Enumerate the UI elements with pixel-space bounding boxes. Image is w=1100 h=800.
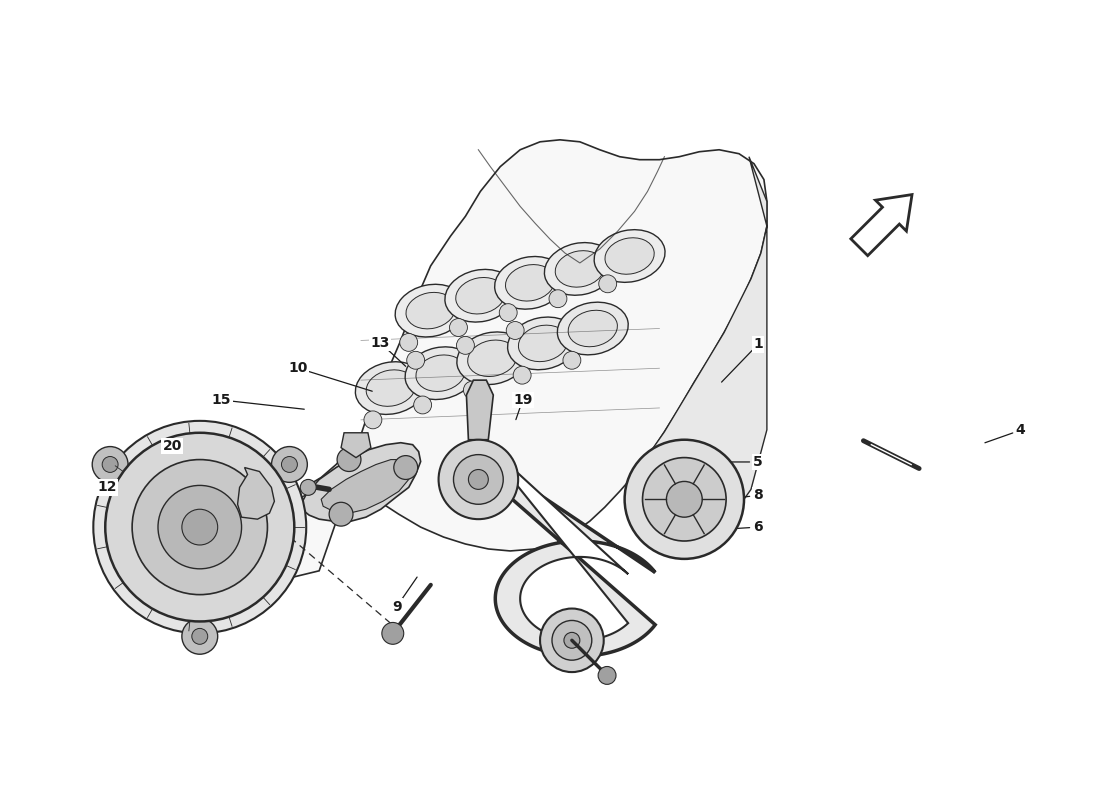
Text: 12: 12 xyxy=(97,480,117,494)
Polygon shape xyxy=(850,194,912,256)
Circle shape xyxy=(337,448,361,471)
Circle shape xyxy=(92,446,128,482)
Polygon shape xyxy=(341,433,371,458)
Circle shape xyxy=(563,351,581,370)
Circle shape xyxy=(300,479,316,495)
Text: 9: 9 xyxy=(392,599,402,614)
Polygon shape xyxy=(230,140,767,578)
Text: 6: 6 xyxy=(754,520,762,534)
Text: 13: 13 xyxy=(371,336,390,350)
Circle shape xyxy=(191,629,208,644)
Polygon shape xyxy=(466,380,493,440)
Ellipse shape xyxy=(416,355,465,391)
Circle shape xyxy=(182,618,218,654)
Text: 15: 15 xyxy=(212,393,231,407)
Circle shape xyxy=(272,446,307,482)
Text: 10: 10 xyxy=(288,362,308,375)
Circle shape xyxy=(456,337,474,354)
Circle shape xyxy=(499,304,517,322)
Circle shape xyxy=(469,470,488,490)
Ellipse shape xyxy=(556,250,605,287)
Polygon shape xyxy=(299,442,420,521)
Circle shape xyxy=(394,456,418,479)
Ellipse shape xyxy=(406,292,455,329)
Circle shape xyxy=(564,632,580,648)
Polygon shape xyxy=(238,467,274,519)
Ellipse shape xyxy=(444,270,516,322)
Polygon shape xyxy=(321,459,410,514)
Ellipse shape xyxy=(594,230,666,282)
Circle shape xyxy=(667,482,702,517)
Circle shape xyxy=(549,290,566,308)
Ellipse shape xyxy=(506,265,554,301)
Circle shape xyxy=(625,440,744,559)
Circle shape xyxy=(439,440,518,519)
Ellipse shape xyxy=(355,362,427,414)
Ellipse shape xyxy=(366,370,416,406)
Polygon shape xyxy=(488,450,628,640)
Circle shape xyxy=(598,275,617,293)
Text: 1: 1 xyxy=(754,338,762,351)
Text: 20: 20 xyxy=(163,439,183,453)
Text: 5: 5 xyxy=(754,455,762,469)
Circle shape xyxy=(407,351,425,370)
Ellipse shape xyxy=(507,317,579,370)
Circle shape xyxy=(182,510,218,545)
Circle shape xyxy=(453,454,503,504)
Ellipse shape xyxy=(468,340,517,377)
Circle shape xyxy=(540,609,604,672)
Ellipse shape xyxy=(569,310,617,346)
Circle shape xyxy=(364,411,382,429)
Ellipse shape xyxy=(495,257,565,309)
Ellipse shape xyxy=(455,278,505,314)
Text: 4: 4 xyxy=(1015,423,1025,437)
Circle shape xyxy=(598,666,616,684)
Circle shape xyxy=(329,502,353,526)
Ellipse shape xyxy=(395,284,466,337)
Circle shape xyxy=(414,396,431,414)
Text: 8: 8 xyxy=(754,488,762,502)
Ellipse shape xyxy=(558,302,628,355)
Circle shape xyxy=(450,318,468,337)
Ellipse shape xyxy=(544,242,615,295)
Ellipse shape xyxy=(518,325,568,362)
Polygon shape xyxy=(635,157,767,541)
Polygon shape xyxy=(478,470,656,656)
Circle shape xyxy=(514,366,531,384)
Circle shape xyxy=(102,457,118,473)
Circle shape xyxy=(282,457,297,473)
Circle shape xyxy=(642,458,726,541)
Circle shape xyxy=(382,622,404,644)
Circle shape xyxy=(132,459,267,594)
Circle shape xyxy=(506,322,524,339)
Circle shape xyxy=(94,421,306,634)
Circle shape xyxy=(158,486,242,569)
Circle shape xyxy=(106,433,295,622)
Ellipse shape xyxy=(456,332,528,385)
Circle shape xyxy=(399,334,418,351)
Circle shape xyxy=(552,621,592,660)
Ellipse shape xyxy=(405,347,476,399)
Ellipse shape xyxy=(605,238,654,274)
Circle shape xyxy=(463,381,482,399)
Text: 19: 19 xyxy=(513,393,532,407)
